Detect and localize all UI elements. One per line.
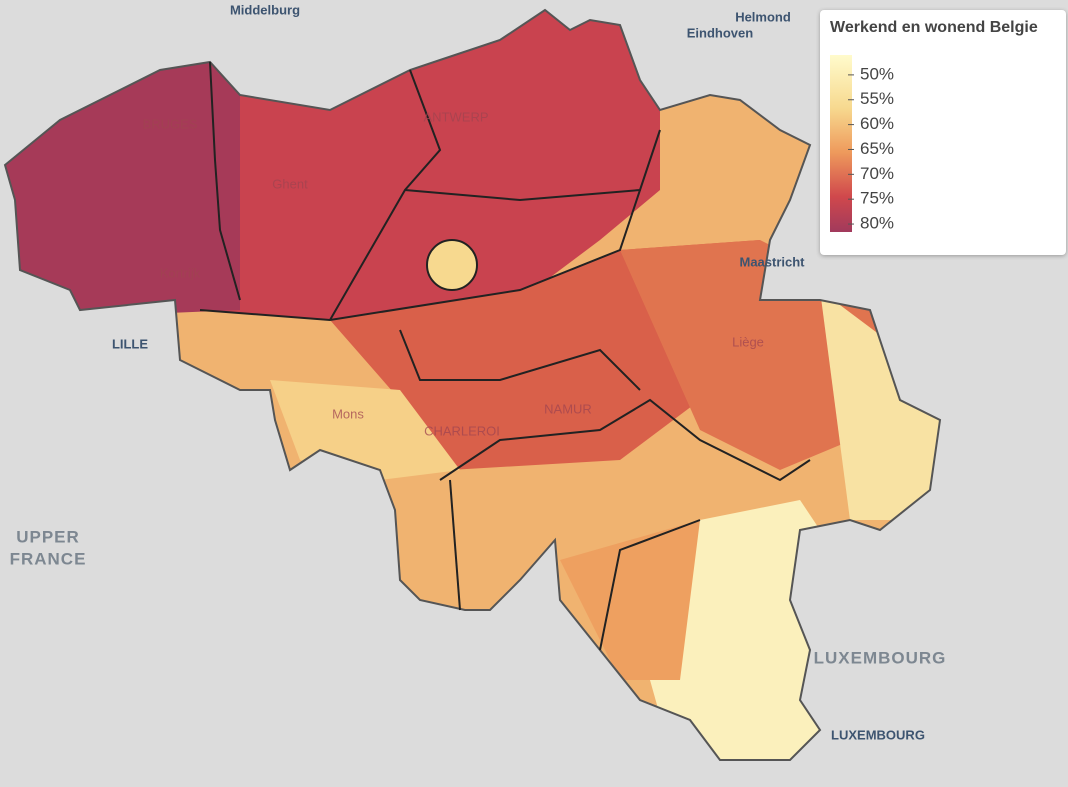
place-label: Middelburg (230, 2, 300, 17)
place-label: UPPER (16, 527, 80, 546)
place-label: Ghent (272, 176, 308, 191)
province-borders (199, 61, 811, 651)
legend-tick-label: 80% (860, 214, 894, 233)
legend-tick-label: 70% (860, 164, 894, 183)
place-label: Helmond (735, 9, 791, 24)
place-label: LILLE (112, 336, 148, 351)
legend-tick-label: 65% (860, 139, 894, 158)
place-label: BRUGES (143, 116, 198, 131)
place-label: ANTWERP (424, 109, 489, 124)
legend: Werkend en wonend Belgie 50% 55% 60% 65% 70%… (820, 10, 1066, 255)
color-ramp (830, 55, 852, 232)
place-label: CHARLEROI (424, 423, 500, 438)
place-label: Eindhoven (687, 25, 754, 40)
place-label: FRANCE (10, 549, 87, 568)
place-label: Mons (332, 406, 364, 421)
place-label: NAMUR (544, 401, 592, 416)
legend-tick-label: 75% (860, 189, 894, 208)
place-label: LUXEMBOURG (831, 727, 925, 742)
place-label: Maastricht (739, 254, 805, 269)
legend-title: Werkend en wonend Belgie (830, 19, 1038, 36)
place-label: Liège (732, 334, 764, 349)
legend-tick-label: 55% (860, 89, 894, 108)
legend-tick-label: 60% (860, 114, 894, 133)
legend-svg: Werkend en wonend Belgie 50% 55% 60% 65% 70%… (830, 19, 1038, 233)
place-label: LUXEMBOURG (814, 648, 947, 667)
place-label: Kortrijk (160, 265, 201, 280)
legend-tick-label: 50% (860, 64, 894, 83)
